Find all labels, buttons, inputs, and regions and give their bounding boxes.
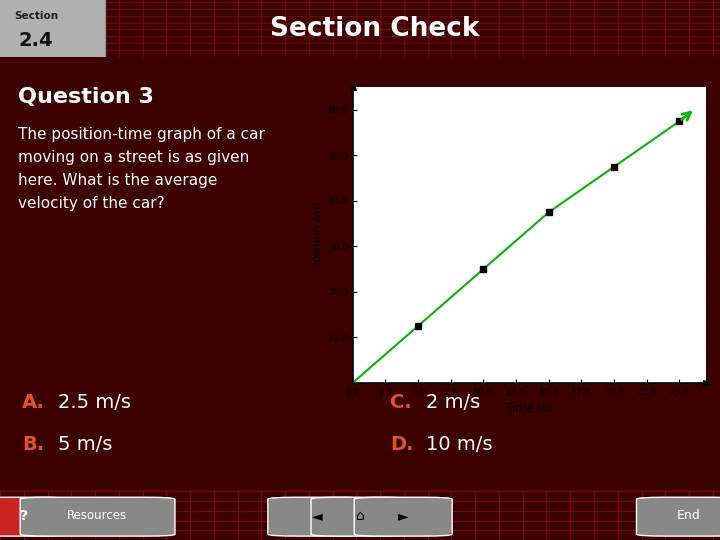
Text: 10 m/s: 10 m/s [426,435,492,454]
Text: ?: ? [19,509,28,523]
Text: Section: Section [14,11,58,21]
X-axis label: Time (s): Time (s) [505,402,553,415]
Text: Question 3: Question 3 [18,87,154,107]
Text: 2.4: 2.4 [19,31,53,50]
Text: Resources: Resources [67,509,127,522]
Text: D.: D. [390,435,413,454]
FancyBboxPatch shape [354,497,452,536]
FancyBboxPatch shape [20,497,175,536]
FancyBboxPatch shape [636,497,720,536]
Text: 2.5 m/s: 2.5 m/s [58,393,131,412]
FancyBboxPatch shape [268,497,366,536]
Text: ◄: ◄ [312,509,322,523]
Text: ⌂: ⌂ [356,509,364,523]
Y-axis label: Position (m): Position (m) [312,201,323,268]
Text: C.: C. [390,393,412,412]
Text: 5 m/s: 5 m/s [58,435,112,454]
FancyBboxPatch shape [0,0,106,68]
Text: ►: ► [398,509,408,523]
Text: A.: A. [22,393,45,412]
Text: Section Check: Section Check [270,17,479,43]
Text: The position-time graph of a car
moving on a street is as given
here. What is th: The position-time graph of a car moving … [18,127,265,211]
Text: B.: B. [22,435,44,454]
Text: 2 m/s: 2 m/s [426,393,480,412]
Text: End: End [678,509,701,522]
FancyBboxPatch shape [0,497,68,536]
FancyBboxPatch shape [311,497,409,536]
